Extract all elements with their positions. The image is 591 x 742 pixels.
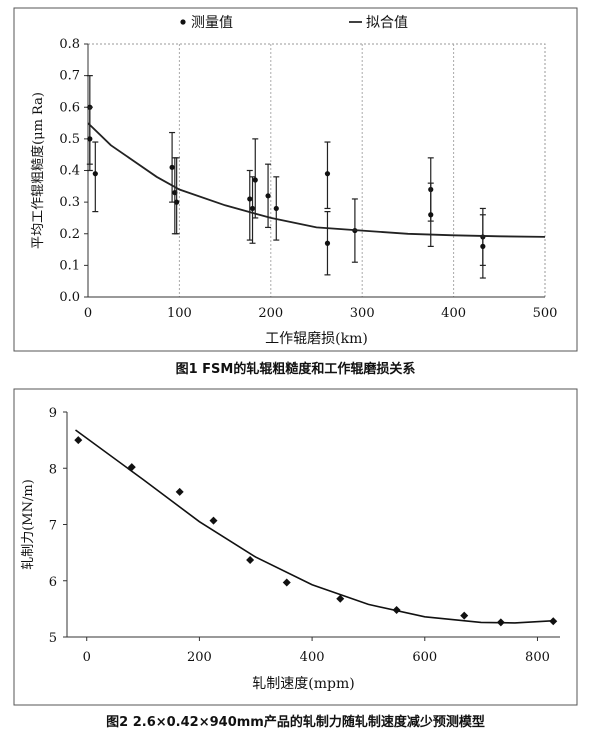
y-axis-title: 平均工作辊粗糙度(μm Ra)	[30, 92, 46, 249]
x-tick-label: 0	[83, 650, 91, 665]
x-tick-label: 400	[300, 650, 325, 665]
data-point	[392, 606, 401, 614]
legend-label-fit: 拟合值	[366, 15, 408, 31]
measured-point	[265, 193, 271, 199]
data-point	[175, 487, 184, 496]
measured-point	[273, 205, 279, 212]
y-tick-label: 0.1	[59, 258, 80, 273]
x-tick-label: 600	[412, 650, 437, 665]
measured-point	[324, 171, 331, 177]
measured-point	[169, 164, 175, 170]
data-point	[336, 594, 345, 603]
x-axis-title: 工作辊磨损(km)	[265, 331, 368, 347]
figure-1-frame	[13, 7, 578, 352]
x-axis-title: 轧制速度(mpm)	[252, 676, 354, 692]
x-tick-label: 300	[350, 306, 375, 321]
y-tick-label: 0.8	[59, 37, 80, 52]
measured-point	[428, 212, 434, 218]
trend-curve	[75, 429, 555, 624]
x-tick-label: 100	[167, 306, 192, 321]
data-point	[209, 516, 218, 525]
chart-2-caption: 图2 2.6×0.42×940mm产品的轧制力随轧制速度减少预测模型	[106, 715, 485, 730]
data-point	[127, 463, 136, 472]
measured-point	[174, 199, 180, 205]
y-tick-label: 0.3	[59, 195, 80, 210]
y-tick-label: 9	[49, 406, 57, 421]
data-point	[549, 617, 558, 626]
legend-label-measured: 测量值	[191, 15, 233, 31]
x-tick-label: 800	[525, 650, 550, 665]
x-tick-label: 400	[441, 306, 466, 321]
measured-point	[249, 205, 256, 212]
x-tick-label: 500	[533, 306, 558, 321]
data-point	[246, 555, 255, 564]
measured-point	[324, 240, 331, 246]
y-tick-label: 0.0	[59, 290, 80, 305]
x-tick-label: 200	[258, 306, 283, 321]
y-tick-label: 0.7	[59, 69, 80, 84]
measured-point	[252, 177, 258, 183]
measured-point	[480, 243, 486, 249]
y-tick-label: 0.4	[59, 164, 80, 179]
measured-point	[247, 196, 253, 202]
y-tick-label: 0.2	[59, 227, 80, 242]
y-tick-label: 5	[49, 631, 57, 646]
y-tick-label: 7	[49, 519, 57, 534]
fitted-curve	[87, 122, 546, 238]
x-tick-label: 200	[187, 650, 212, 665]
y-tick-label: 6	[49, 575, 57, 590]
measured-point	[87, 136, 93, 142]
y-tick-label: 0.6	[59, 100, 80, 115]
chart-1-caption: 图1 FSM的轧辊粗糙度和工作辊磨损关系	[175, 362, 416, 377]
legend-marker-measured	[180, 19, 186, 25]
y-tick-label: 0.5	[59, 132, 80, 147]
measured-point	[92, 171, 98, 177]
data-point	[74, 436, 83, 445]
data-point	[460, 611, 469, 620]
figure-2-frame	[13, 388, 578, 706]
data-point	[282, 578, 291, 587]
plot-area-border	[87, 43, 546, 298]
y-axis-title: 轧制力(MN/m)	[21, 479, 36, 570]
y-tick-label: 8	[49, 462, 57, 477]
chart-1: 0 100 200 300 400 500 0.0 0.1 0.2 0.3 0.4 0.5 0.6 0.7…	[13, 7, 578, 352]
data-point	[496, 618, 505, 627]
x-tick-label: 0	[84, 306, 92, 321]
